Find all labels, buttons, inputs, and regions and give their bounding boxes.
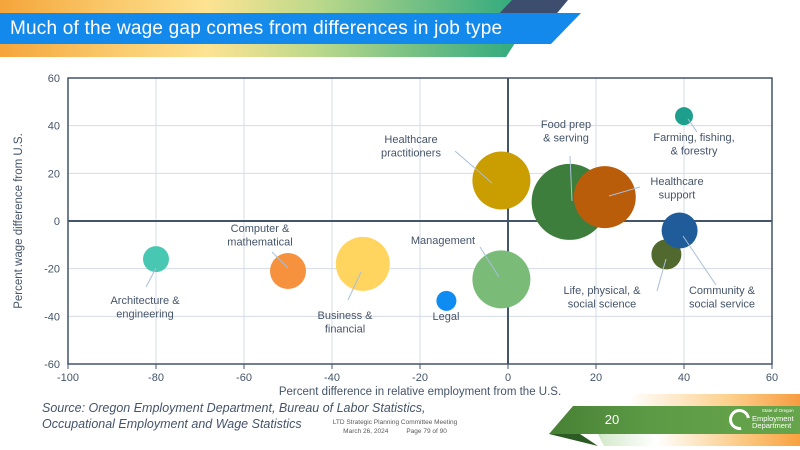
leader-business-financial (347, 271, 362, 301)
y-tick-label: -40 (44, 311, 60, 323)
footer-gradient-strip-top (624, 394, 800, 406)
axis-ticks-and-labels: -100 -80 -60 -40 -20 0 20 40 60 60 40 20 0 -20 -40 -60 (44, 73, 778, 384)
leader-food-prep-serving (569, 155, 573, 202)
label-management: Management (411, 235, 475, 247)
leader-lines (145, 118, 717, 301)
bubble-legal (436, 290, 457, 311)
logo-state-text: State of Oregon (761, 408, 794, 414)
label-computer-mathematical: Computer & (231, 223, 290, 235)
label-architecture-engineering: Architecture & (110, 295, 180, 307)
x-tick-label: -60 (236, 372, 252, 384)
leader-community-social-service (682, 235, 717, 286)
meeting-footer: LTD Strategic Planning Committee Meeting… (310, 418, 480, 436)
leader-management (479, 246, 500, 278)
y-tick-label: 0 (54, 216, 60, 228)
leader-computer-mathematical (271, 251, 289, 269)
label-food-prep-serving: Food prep (541, 119, 591, 131)
x-tick-label: -100 (57, 372, 79, 384)
bubble-computer-mathematical (270, 253, 306, 290)
crescent-logo-icon (724, 404, 755, 435)
label-healthcare-practitioners: Healthcare (384, 134, 437, 146)
bubble-architecture-engineering (143, 246, 169, 273)
y-tick-label: 20 (48, 168, 60, 180)
slide-page-number: 20 (604, 412, 620, 427)
bubble-labels: Architecture & engineering Computer & mathe… (110, 119, 755, 336)
label-computer-mathematical: mathematical (227, 237, 292, 249)
slide-title: Much of the wage gap comes from differen… (10, 18, 503, 39)
label-farming-fishing-forestry: Farming, fishing, (653, 132, 734, 144)
label-business-financial: Business & (317, 310, 373, 322)
x-tick-label: 0 (505, 372, 511, 384)
label-community-social-service: Community & (689, 285, 756, 297)
x-tick-label: -80 (148, 372, 164, 384)
leader-architecture-engineering (145, 267, 157, 288)
y-tick-label: -60 (44, 359, 60, 371)
oregon-employment-department-logo: State of Oregon Employment Department (724, 404, 794, 435)
x-tick-label: 20 (590, 372, 602, 384)
source-line-2: Occupational Employment and Wage Statist… (42, 416, 302, 431)
label-community-social-service: social service (689, 299, 755, 311)
label-farming-fishing-forestry: & forestry (670, 146, 718, 158)
y-tick-label: 40 (48, 121, 60, 133)
leader-healthcare-support (608, 186, 641, 197)
leader-life-physical-social-science (656, 258, 667, 292)
bubble-healthcare-support (573, 166, 636, 229)
source-line-1: Source: Oregon Employment Department, Bu… (42, 401, 426, 415)
leader-healthcare-practitioners (454, 150, 493, 184)
bubbles (143, 107, 698, 311)
meeting-footer-page: Page 79 of 90 (406, 428, 447, 435)
logo-line-2: Department (752, 421, 792, 431)
label-legal: Legal (433, 311, 460, 323)
x-tick-label: 40 (678, 372, 690, 384)
meeting-footer-title: LTD Strategic Planning Committee Meeting (332, 419, 458, 426)
x-axis-title: Percent difference in relative employmen… (279, 386, 561, 398)
label-business-financial: financial (325, 324, 365, 336)
y-axis-title: Percent wage difference from U.S. (13, 133, 25, 309)
bubble-community-social-service (661, 212, 698, 249)
bubble-business-financial (335, 236, 390, 291)
footer-gradient-strip-bottom (598, 434, 800, 446)
bubble-healthcare-practitioners (472, 151, 531, 210)
x-tick-label: -20 (412, 372, 428, 384)
label-healthcare-practitioners: practitioners (381, 148, 441, 160)
label-life-physical-social-science: social science (568, 299, 636, 311)
bubble-farming-fishing-forestry (675, 107, 693, 126)
label-life-physical-social-science: Life, physical, & (563, 285, 641, 297)
leader-farming-fishing-forestry (687, 118, 698, 133)
label-food-prep-serving: & serving (543, 133, 589, 145)
logo-line-1: Employment (752, 413, 794, 423)
title-banner: Much of the wage gap comes from differen… (0, 13, 581, 44)
y-tick-label: -20 (44, 264, 60, 276)
meeting-footer-date: March 26, 2024 (343, 428, 389, 435)
label-healthcare-support: Healthcare (650, 176, 703, 188)
y-tick-label: 60 (48, 73, 60, 85)
source-citation: Source: Oregon Employment Department, Bu… (42, 401, 426, 432)
bubble-management (472, 250, 531, 309)
label-healthcare-support: support (659, 190, 696, 202)
label-architecture-engineering: engineering (116, 309, 174, 321)
x-tick-label: -40 (324, 372, 340, 384)
footer-green-band (549, 406, 800, 434)
x-tick-label: 60 (766, 372, 778, 384)
